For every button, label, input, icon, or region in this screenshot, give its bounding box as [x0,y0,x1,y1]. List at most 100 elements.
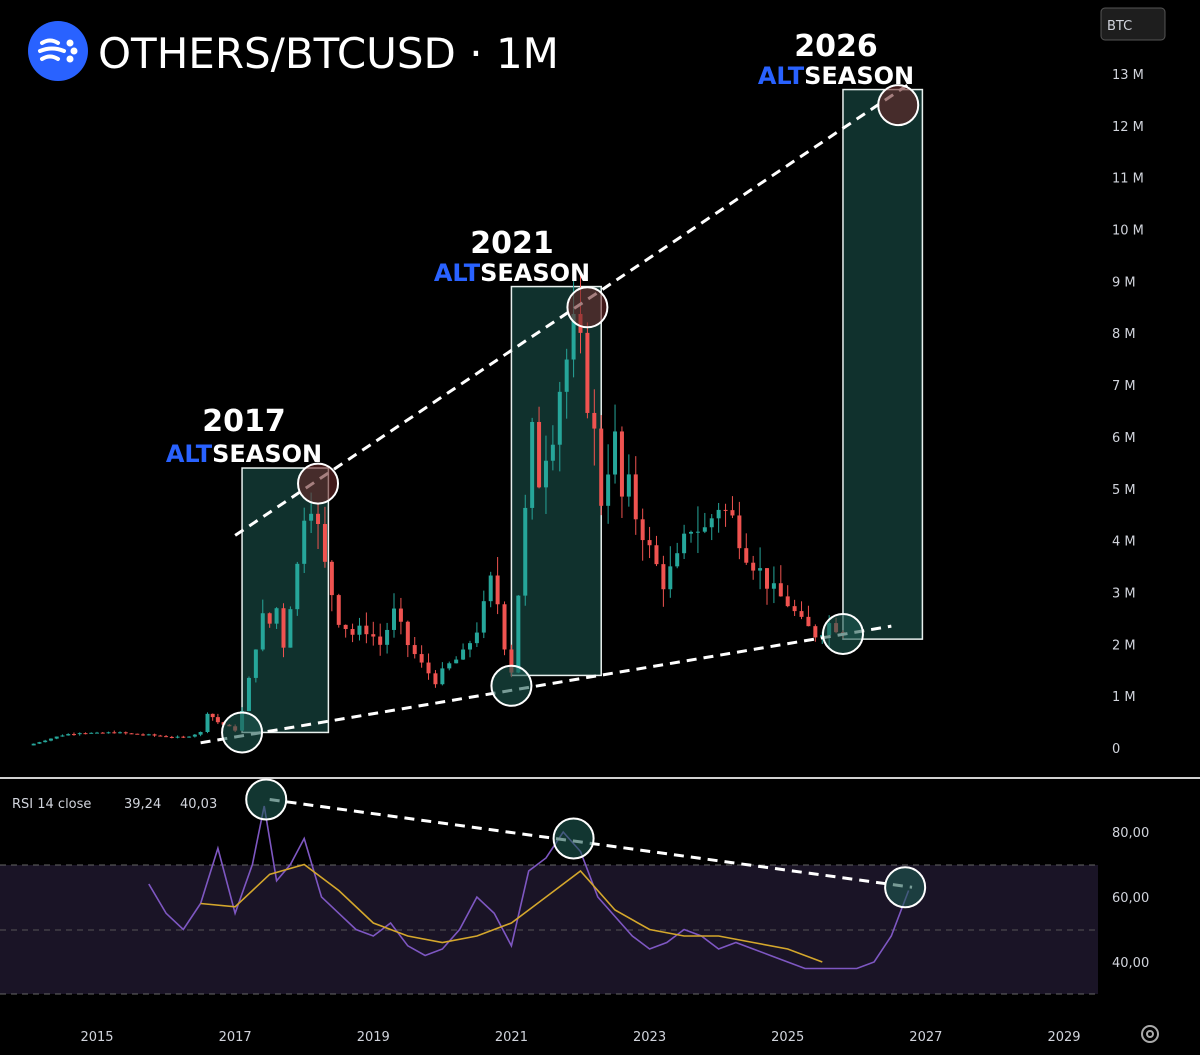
candle-body [626,474,631,497]
candle-body [371,634,376,637]
candle-body [60,735,65,737]
annotation-2021-year: 2021 [470,226,554,261]
candle-body [205,713,210,733]
price-tick-label: 7 M [1112,379,1136,394]
currency-badge[interactable]: BTC [1100,7,1166,41]
rsi-series [148,778,927,970]
candle-body [668,566,673,590]
candle-body [112,732,117,734]
symbol-title[interactable]: OTHERS/BTCUSD · 1M [98,29,559,78]
candle-body [606,474,611,506]
candle-body [66,734,71,736]
candle-body [695,531,700,533]
logo-dot-3 [66,55,74,63]
price-tick-label: 4 M [1112,535,1136,550]
trendlines [200,83,910,745]
rsi-value: 39,24 [124,797,161,812]
candle-body [175,736,180,738]
candle-body [550,444,555,461]
price-trendline [200,624,892,745]
rsi-touch-marker [884,866,927,909]
rsi-band-fill [0,865,1098,994]
price-tick-label: 11 M [1112,172,1144,187]
candle-body [281,608,286,648]
candle-body [537,421,542,488]
candle-body [523,507,528,596]
time-tick-label: 2017 [219,1030,252,1045]
candle-body [378,636,383,645]
candle-body [419,654,424,663]
annotation-2026-year: 2026 [794,29,878,64]
candle-body [288,609,293,648]
alt-word: ALT [166,440,213,468]
time-tick-label: 2029 [1047,1030,1080,1045]
candle-body [619,431,624,497]
candle-body [129,733,134,735]
price-tick-label: 5 M [1112,483,1136,498]
time-tick-label: 2021 [495,1030,528,1045]
time-axis[interactable]: 2015 2017 2019 2021 2023 2025 2027 2029 [80,1030,1080,1045]
candle-body [799,611,804,617]
candle-body [246,677,251,712]
price-tick-label: 0 [1112,742,1120,757]
candle-body [253,649,258,678]
candle-body [454,659,459,664]
candle-body [95,732,99,734]
price-axis[interactable]: 13 M 12 M 11 M 10 M 9 M 8 M 7 M 6 M 5 M 4 M 3 M 2 M… [1112,68,1144,757]
candle-body [169,736,174,738]
candle-body [557,391,562,445]
price-tick-label: 12 M [1112,120,1144,135]
candle-body [37,742,42,744]
resistance-touch-marker [877,84,920,127]
candle-body [343,624,348,630]
header: OTHERS/BTCUSD · 1M [28,21,559,81]
resistance-touch-marker [566,286,609,329]
season-word: SEASON [480,259,590,287]
candle-body [412,645,417,655]
candle-body [682,533,687,554]
candle-body [146,734,151,736]
candle-body [260,613,265,650]
candle-body [599,428,604,506]
candle-body [675,553,680,567]
candle-body [461,649,466,660]
candle-body [778,583,783,597]
candle-body [702,527,707,532]
candle-body [322,524,327,562]
price-tick-label: 2 M [1112,638,1136,653]
altseason-box [842,88,924,640]
candle-body [89,732,94,734]
price-tick-label: 6 M [1112,431,1136,446]
candle-body [43,740,48,743]
rsi-tick-label: 40,00 [1112,956,1149,971]
rsi-axis[interactable]: 80,00 60,00 40,00 [1112,826,1149,971]
candle-body [295,563,300,610]
candles [31,264,845,746]
rsi-pane [0,864,1098,995]
candle-body [118,732,123,734]
candle-body [516,595,521,673]
rsi-tick-label: 60,00 [1112,891,1149,906]
price-tick-label: 3 M [1112,586,1136,601]
price-tick-label: 13 M [1112,68,1144,83]
annotation-2017-label: ALTSEASON [166,440,322,468]
candle-body [158,735,163,737]
logo-dot-1 [66,39,74,47]
logo-waves [38,38,66,61]
candle-body [181,736,186,738]
time-tick-label: 2015 [80,1030,113,1045]
candle-body [392,608,397,630]
candle-body [364,625,369,635]
candle-body [467,643,472,650]
candle-body [187,736,192,738]
candle-body [571,313,576,360]
rsi-ma-line [200,863,823,963]
gear-icon[interactable] [1141,1025,1159,1043]
candle-body [106,732,111,734]
time-tick-label: 2019 [357,1030,390,1045]
candle-body [716,509,721,519]
candle-body [474,632,479,644]
candle-body [661,564,666,590]
rsi-legend[interactable]: RSI 14 close 39,24 40,03 [12,797,217,812]
